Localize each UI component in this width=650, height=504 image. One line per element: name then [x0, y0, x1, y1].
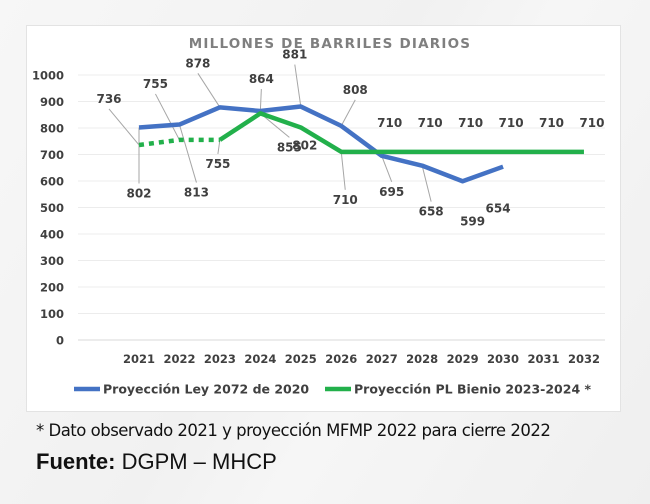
data-label: 710 — [377, 116, 402, 130]
y-tick-label: 700 — [40, 148, 64, 162]
data-label: 710 — [418, 116, 443, 130]
y-tick-label: 900 — [40, 95, 64, 109]
x-tick-label: 2029 — [447, 352, 479, 366]
y-tick-label: 1000 — [32, 69, 64, 83]
data-label: 808 — [343, 83, 368, 97]
legend-label: Proyección PL Bienio 2023-2024 * — [354, 382, 591, 397]
data-label: 710 — [333, 193, 358, 207]
chart-container — [26, 25, 621, 412]
data-label: 755 — [205, 157, 230, 171]
series-line-dashed-1 — [138, 137, 220, 148]
leader-line — [340, 151, 346, 190]
data-label: 864 — [249, 72, 274, 86]
series-lines — [138, 104, 584, 184]
y-tick-label: 200 — [40, 281, 64, 295]
leader-line — [421, 165, 432, 202]
data-label: 710 — [539, 116, 564, 130]
y-tick-label: 600 — [40, 175, 64, 189]
leader-line — [381, 155, 393, 183]
data-label: 710 — [458, 116, 483, 130]
series-line-1 — [218, 111, 584, 155]
legend: Proyección Ley 2072 de 2020 Proyección PL… — [74, 382, 591, 397]
data-label: 710 — [579, 116, 604, 130]
data-label: 710 — [499, 116, 524, 130]
leader-line — [294, 64, 302, 107]
leader-line — [155, 93, 180, 141]
y-tick-label: 100 — [40, 307, 64, 321]
leader-line — [340, 99, 356, 127]
x-tick-label: 2027 — [366, 352, 398, 366]
y-axis-ticks: 0 100 200 300 400 500 600 700 800 900 1000 — [32, 69, 64, 348]
data-label: 802 — [292, 138, 317, 152]
data-label: 855 — [277, 140, 302, 154]
y-tick-label: 500 — [40, 201, 64, 215]
data-label: 881 — [282, 48, 307, 62]
data-label: 813 — [184, 186, 209, 200]
data-label: 878 — [185, 56, 210, 70]
data-label: 736 — [96, 92, 121, 106]
x-tick-label: 2025 — [285, 352, 317, 366]
x-axis-ticks: 2021 2022 2023 2024 2025 2026 2027 2028 2029 2030… — [123, 352, 600, 366]
series-line-0 — [138, 104, 504, 184]
leader-line — [217, 139, 221, 154]
x-tick-label: 2023 — [204, 352, 236, 366]
x-tick-label: 2028 — [406, 352, 438, 366]
legend-label: Proyección Ley 2072 de 2020 — [103, 382, 309, 397]
data-label: 802 — [126, 186, 151, 200]
source-label: Fuente: — [36, 449, 116, 474]
y-tick-label: 0 — [56, 334, 64, 348]
footnote: * Dato observado 2021 y proyección MFMP … — [36, 421, 551, 440]
x-tick-label: 2032 — [568, 352, 600, 366]
leader-line — [197, 73, 221, 108]
data-label: 654 — [486, 202, 511, 216]
x-tick-label: 2030 — [487, 352, 519, 366]
chart-title: MILLONES DE BARRILES DIARIOS — [189, 36, 471, 52]
data-label: 695 — [379, 185, 404, 199]
leader-line — [178, 124, 197, 183]
y-tick-label: 300 — [40, 254, 64, 268]
x-tick-label: 2026 — [325, 352, 357, 366]
gridlines — [78, 74, 605, 341]
y-tick-label: 400 — [40, 228, 64, 242]
data-label: 599 — [460, 214, 485, 228]
leader-line — [259, 89, 262, 112]
x-tick-label: 2024 — [244, 352, 276, 366]
leader-line — [108, 108, 140, 146]
x-tick-label: 2031 — [527, 352, 559, 366]
x-tick-label: 2022 — [163, 352, 195, 366]
source-value: DGPM – MHCP — [115, 449, 277, 474]
x-tick-label: 2021 — [123, 352, 155, 366]
y-tick-label: 800 — [40, 122, 64, 136]
data-label: 658 — [419, 205, 444, 219]
source-note: Fuente: DGPM – MHCP — [36, 449, 277, 475]
data-label: 755 — [143, 77, 168, 91]
